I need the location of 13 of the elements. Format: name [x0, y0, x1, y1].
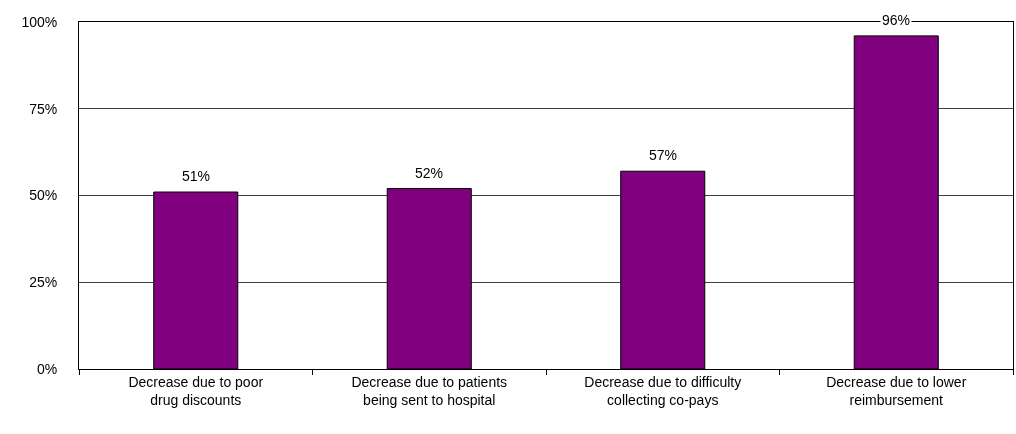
data-label: 52%: [415, 165, 444, 181]
x-tick-label: Decrease due to patients being sent to hospital: [351, 373, 508, 408]
y-tick-label: 50%: [29, 187, 58, 204]
y-tick-label: 0%: [36, 360, 58, 377]
x-tick-label: Decrease due to lower reimbursement: [826, 373, 967, 408]
y-tick-label: 75%: [29, 100, 58, 117]
x-tick-label: Decrease due to difficulty collecting co-pays: [584, 373, 742, 408]
y-tick-label: 25%: [29, 274, 58, 291]
y-tick-label: 100%: [21, 13, 58, 30]
data-label: 96%: [882, 12, 911, 28]
data-label: 57%: [649, 147, 678, 163]
data-label: 51%: [182, 168, 211, 184]
x-tick-label: Decrease due to poor drug discounts: [128, 373, 264, 408]
